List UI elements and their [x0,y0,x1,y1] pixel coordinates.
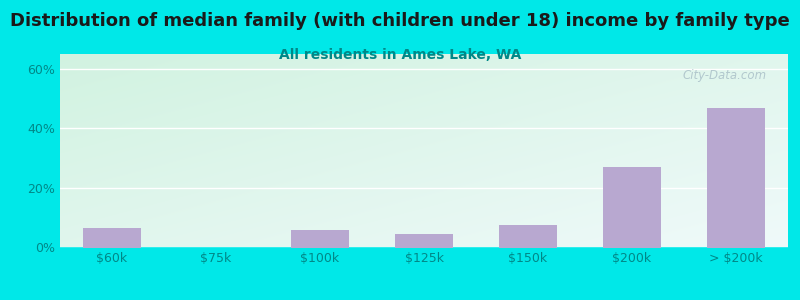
Bar [395,234,453,247]
Bar [83,228,141,248]
Bar [499,225,557,248]
Bar [603,167,661,248]
Text: Distribution of median family (with children under 18) income by family type: Distribution of median family (with chil… [10,12,790,30]
Bar [291,230,349,247]
Text: All residents in Ames Lake, WA: All residents in Ames Lake, WA [279,48,521,62]
Text: City-Data.com: City-Data.com [682,70,766,83]
Bar [707,108,765,247]
